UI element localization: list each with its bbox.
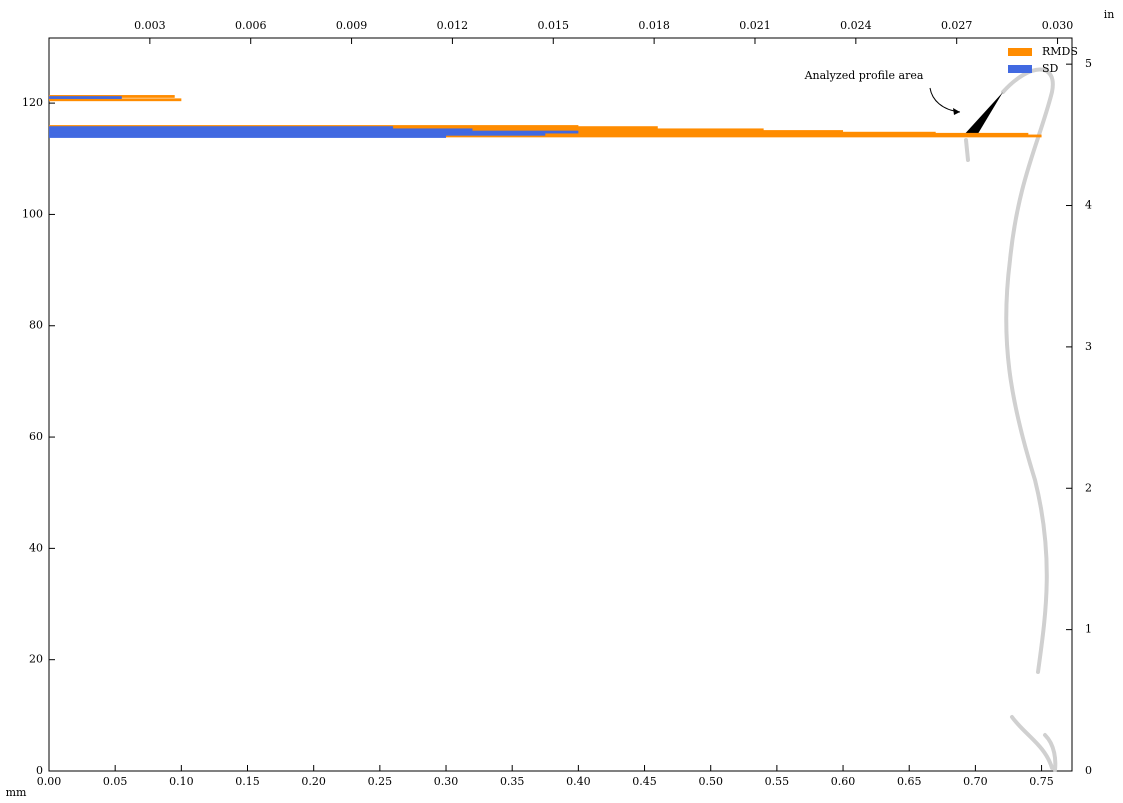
legend-label: RMDS [1042, 45, 1078, 58]
y2-tick-label: 4 [1085, 199, 1092, 212]
y-tick-label: 40 [29, 541, 43, 554]
bar [49, 135, 447, 138]
x-tick-label: 0.15 [235, 775, 260, 788]
x-tick-label: 0.40 [566, 775, 591, 788]
bar [49, 134, 1042, 138]
bar [49, 96, 122, 99]
profile-drawing [964, 67, 1058, 772]
bar [49, 126, 394, 129]
legend-swatch [1008, 48, 1032, 56]
x2-tick-label: 0.027 [941, 19, 973, 32]
x2-tick-label: 0.021 [739, 19, 771, 32]
legend-label: SD [1042, 62, 1059, 75]
x-tick-label: 0.10 [169, 775, 194, 788]
y2-tick-label: 1 [1085, 623, 1092, 636]
x-tick-label: 0.75 [1029, 775, 1054, 788]
x2-tick-label: 0.030 [1042, 19, 1074, 32]
plot-frame [48, 37, 1073, 772]
x-tick-label: 0.45 [632, 775, 657, 788]
x2-axis-label: in [1104, 8, 1115, 21]
y2-tick-label: 5 [1085, 57, 1092, 70]
bar [49, 130, 579, 134]
y-tick-label: 120 [22, 96, 43, 109]
x-tick-label: 0.35 [500, 775, 525, 788]
x-tick-label: 0.30 [434, 775, 459, 788]
y2-tick-label: 2 [1085, 481, 1092, 494]
bar [49, 128, 473, 132]
y2-tick-label: 0 [1085, 764, 1092, 777]
y-tick-label: 20 [29, 653, 43, 666]
bar [49, 132, 546, 136]
y-tick-label: 60 [29, 430, 43, 443]
x2-tick-label: 0.003 [134, 19, 166, 32]
x-tick-label: 0.60 [831, 775, 856, 788]
x-tick-label: 0.65 [897, 775, 922, 788]
x-axis-label: mm [6, 786, 27, 799]
x-tick-label: 0.50 [698, 775, 723, 788]
bar [49, 98, 182, 102]
y-tick-label: 100 [22, 207, 43, 220]
x-tick-label: 0.05 [103, 775, 128, 788]
annotation-arrow [929, 87, 961, 113]
y-tick-label: 80 [29, 319, 43, 332]
annotation: Analyzed profile area [804, 69, 924, 82]
blade-root [1010, 715, 1058, 772]
x2-tick-label: 0.015 [538, 19, 570, 32]
x2-tick-label: 0.006 [235, 19, 267, 32]
x-tick-label: 0.25 [368, 775, 393, 788]
x-tick-label: 0.70 [963, 775, 988, 788]
x2-tick-label: 0.024 [840, 19, 872, 32]
profile-area [962, 92, 1003, 137]
x2-tick-label: 0.018 [638, 19, 670, 32]
y-tick-label: 0 [36, 764, 43, 777]
x-tick-label: 0.55 [765, 775, 790, 788]
x-tick-label: 0.20 [301, 775, 326, 788]
x2-tick-label: 0.009 [336, 19, 368, 32]
x-tick-label: 0.00 [37, 775, 62, 788]
blade-tip [964, 138, 970, 162]
y2-tick-label: 3 [1085, 340, 1092, 353]
blade-outline [1001, 67, 1055, 674]
x2-tick-label: 0.012 [437, 19, 469, 32]
legend-swatch [1008, 65, 1032, 73]
arrow-head [953, 108, 960, 115]
